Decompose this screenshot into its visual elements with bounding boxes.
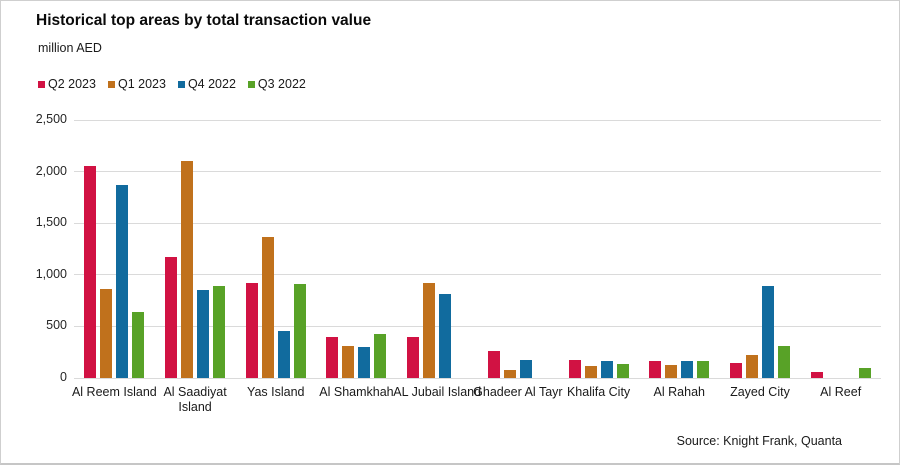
y-tick-label: 1,000	[35, 266, 67, 281]
bar	[729, 363, 742, 378]
y-tick-label: 2,000	[35, 163, 67, 178]
bar-group: Ghadeer Al Tayr	[473, 120, 563, 399]
legend-marker-icon	[38, 80, 45, 88]
bar	[277, 331, 290, 378]
bar	[197, 290, 210, 378]
category-label: Zayed City	[730, 385, 790, 399]
bar	[84, 166, 97, 378]
bar-group: Yas Island	[235, 120, 316, 399]
category-label: Al Reem Island	[71, 385, 157, 399]
gridline	[74, 274, 881, 276]
bar	[100, 289, 113, 378]
bar-cluster	[316, 120, 397, 378]
gridline	[74, 119, 881, 121]
gridline	[74, 377, 881, 379]
bar	[407, 337, 420, 378]
bar	[519, 360, 532, 378]
gridline	[74, 171, 881, 173]
category-label: Al Rahah	[653, 385, 705, 399]
bar-group: Al Reef	[800, 120, 881, 399]
bar	[423, 283, 436, 378]
plot-area: 0 500 1,000 1,500 2,000 2,500 Al Reem Island A…	[36, 112, 881, 414]
bar-cluster	[235, 120, 316, 378]
bar-groups-layer: Al Reem Island Al Saadiyat Island Yas Isla…	[72, 120, 881, 414]
legend-item: Q2 2023	[38, 77, 96, 91]
bar-cluster	[397, 120, 478, 378]
y-tick-label: 2,500	[35, 112, 67, 126]
category-label: Khalifa City	[566, 385, 631, 399]
bar-group: AL Jubail Island	[393, 120, 481, 399]
bar	[245, 283, 258, 378]
bar-cluster	[558, 120, 639, 378]
legend: Q2 2023 Q1 2023 Q4 2022 Q3 2022	[38, 77, 306, 91]
legend-label: Q3 2022	[257, 77, 306, 91]
bar-cluster	[155, 120, 236, 378]
source-text: Source: Knight Frank, Quanta	[676, 434, 842, 448]
gridline	[74, 325, 881, 327]
bar	[439, 294, 452, 378]
bar	[165, 257, 178, 378]
bar	[810, 372, 823, 378]
y-tick-label: 500	[46, 318, 67, 333]
bar-group: Al Saadiyat Island	[155, 120, 236, 414]
gridline	[74, 222, 881, 224]
bar	[665, 365, 678, 378]
legend-marker-icon	[247, 80, 255, 88]
category-label: Al Reef	[820, 385, 862, 399]
legend-label: Q4 2022	[187, 77, 236, 91]
legend-marker-icon	[177, 80, 185, 88]
legend-item: Q1 2023	[107, 77, 166, 91]
legend-marker-icon	[107, 80, 115, 88]
bar	[374, 334, 387, 378]
bar	[616, 364, 629, 378]
legend-item: Q3 2022	[247, 77, 306, 91]
bar-cluster	[478, 120, 559, 378]
bar	[503, 370, 516, 378]
bar	[326, 337, 339, 378]
category-label: Yas Island	[247, 385, 305, 399]
bar	[584, 366, 597, 378]
bar	[697, 361, 710, 378]
legend-label: Q2 2023	[48, 77, 96, 91]
category-label: Ghadeer Al Tayr	[473, 385, 563, 399]
y-tick-label: 0	[60, 370, 67, 384]
axis-unit-label: million AED	[38, 41, 102, 55]
legend-item: Q4 2022	[177, 77, 236, 91]
bar-group: Zayed City	[720, 120, 801, 399]
bar-group: Al Reem Island	[72, 120, 157, 399]
bar	[568, 360, 581, 378]
category-label: Al Saadiyat Island	[163, 385, 227, 414]
bar	[132, 312, 145, 378]
bar-cluster	[720, 120, 801, 378]
bar	[261, 237, 274, 378]
bar-group: Khalifa City	[558, 120, 639, 399]
bar-cluster	[639, 120, 720, 378]
bar	[745, 355, 758, 378]
bar	[342, 346, 355, 378]
category-label: AL Jubail Island	[393, 385, 482, 399]
bar-cluster	[74, 120, 155, 378]
category-label: Al Shamkhah	[319, 385, 394, 399]
legend-label: Q1 2023	[117, 77, 166, 91]
bar	[681, 361, 694, 378]
bar	[293, 284, 306, 378]
bar	[181, 161, 194, 378]
bar	[777, 346, 790, 378]
bar-group: Al Shamkhah	[316, 120, 397, 399]
bar	[600, 361, 613, 378]
chart-title: Historical top areas by total transactio…	[36, 12, 372, 29]
bar	[858, 368, 871, 378]
bar-group: Al Rahah	[639, 120, 720, 399]
bar	[116, 185, 129, 378]
bar	[213, 286, 226, 378]
bar-cluster	[800, 120, 881, 378]
bar	[487, 351, 500, 378]
bar	[649, 361, 662, 378]
bar	[358, 347, 371, 378]
y-tick-label: 1,500	[35, 215, 67, 230]
bar	[761, 286, 774, 378]
